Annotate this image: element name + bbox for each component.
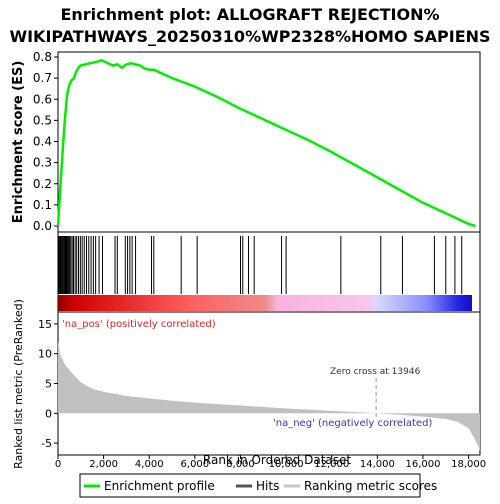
- es-y-tick-label: 0.0: [33, 219, 52, 233]
- x-axis-ticks: 0 2,000 4,000 6,000 8,000 10,000 12,000 14,000 1…: [55, 455, 486, 470]
- ranked-y-axis-label: Ranked list metric (PreRanked): [12, 299, 25, 469]
- ranked-y-tick-label: 5: [45, 378, 52, 391]
- es-y-tick-label: 0.2: [33, 177, 52, 191]
- es-y-tick-label: 0.8: [33, 50, 52, 64]
- es-y-tick-label: 0.1: [33, 198, 52, 212]
- ranked-y-tick-label: 15: [38, 318, 52, 331]
- es-y-ticks: 0.0 0.1 0.2 0.3 0.4 0.5 0.6 0.7 0.8: [33, 50, 58, 233]
- x-tick-label: 14,000: [360, 459, 395, 470]
- x-tick-label: 0: [55, 459, 61, 470]
- x-tick-label: 10,000: [269, 459, 304, 470]
- ranked-y-ticks: -5 0 5 10 15: [38, 318, 58, 450]
- x-tick-label: 18,000: [451, 459, 486, 470]
- ranked-y-tick-label: 0: [45, 407, 52, 420]
- chart-title-line1: Enrichment plot: ALLOGRAFT REJECTION%: [60, 5, 439, 24]
- es-y-tick-label: 0.3: [33, 156, 52, 170]
- pos-correlated-label: 'na_pos' (positively correlated): [62, 319, 216, 330]
- enrichment-profile-line: [56, 58, 476, 228]
- x-tick-label: 4,000: [135, 459, 164, 470]
- x-tick-label: 12,000: [314, 459, 349, 470]
- x-tick-label: 16,000: [405, 459, 440, 470]
- zero-cross-label: Zero cross at 13946: [330, 367, 421, 377]
- x-tick-label: 8,000: [226, 459, 255, 470]
- chart-title-line2: WIKIPATHWAYS_20250310%WP2328%HOMO SAPIEN…: [9, 27, 490, 46]
- es-y-tick-label: 0.5: [33, 113, 52, 127]
- es-y-tick-label: 0.7: [33, 71, 52, 85]
- es-y-tick-label: 0.4: [33, 135, 52, 149]
- hits-panel: [57, 231, 481, 313]
- legend-hits-label: Hits: [256, 479, 279, 493]
- legend-ranking-label: Ranking metric scores: [304, 479, 437, 493]
- es-y-axis-label: Enrichment score (ES): [11, 61, 26, 224]
- hit-lines: [58, 236, 463, 294]
- es-panel: 0.0 0.1 0.2 0.3 0.4 0.5 0.6 0.7 0.8 Enrichment s…: [11, 50, 481, 233]
- legend: Enrichment profile Hits Ranking metric s…: [79, 473, 437, 498]
- x-tick-label: 6,000: [181, 459, 210, 470]
- es-panel-frame: [57, 51, 481, 233]
- es-y-tick-label: 0.6: [33, 92, 52, 106]
- legend-enrichment-label: Enrichment profile: [104, 479, 215, 493]
- neg-correlated-label: 'na_neg' (negatively correlated): [273, 418, 432, 429]
- ranked-y-tick-label: 10: [38, 348, 52, 361]
- x-tick-label: 2,000: [89, 459, 118, 470]
- ranked-panel-frame: [57, 311, 481, 456]
- rank-color-bar: [58, 295, 472, 311]
- ranked-y-tick-label: -5: [41, 437, 52, 450]
- x-axis-label: Rank in Ordered Dataset: [203, 453, 351, 467]
